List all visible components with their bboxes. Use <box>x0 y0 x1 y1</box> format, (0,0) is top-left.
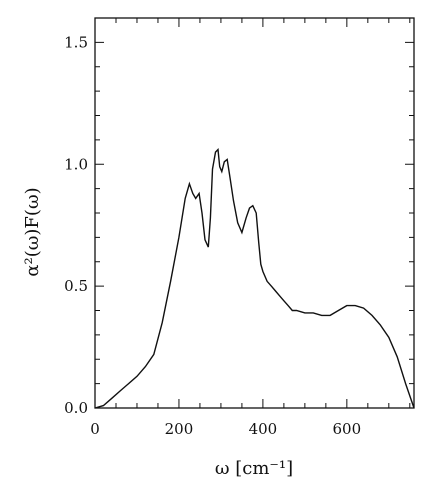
series-line <box>94 148 415 409</box>
y-tick-label: 0.0 <box>64 399 88 417</box>
x-axis-ticks: 0 200 400 600 <box>90 18 411 438</box>
x-tick-label: 200 <box>165 420 194 438</box>
plot-frame <box>94 17 415 409</box>
y-axis-ticks: 0.0 0.5 1.0 1.5 <box>64 17 414 417</box>
x-tick-label: 400 <box>249 420 278 438</box>
x-axis-label: ω [cm⁻¹] <box>215 458 293 479</box>
y-axis-label: α²(ω)F(ω) <box>22 187 43 276</box>
y-tick-label: 0.5 <box>64 277 88 295</box>
y-tick-label: 1.5 <box>64 33 88 51</box>
x-tick-label: 0 <box>90 420 100 438</box>
y-tick-label: 1.0 <box>64 155 88 173</box>
x-tick-label: 600 <box>333 420 362 438</box>
